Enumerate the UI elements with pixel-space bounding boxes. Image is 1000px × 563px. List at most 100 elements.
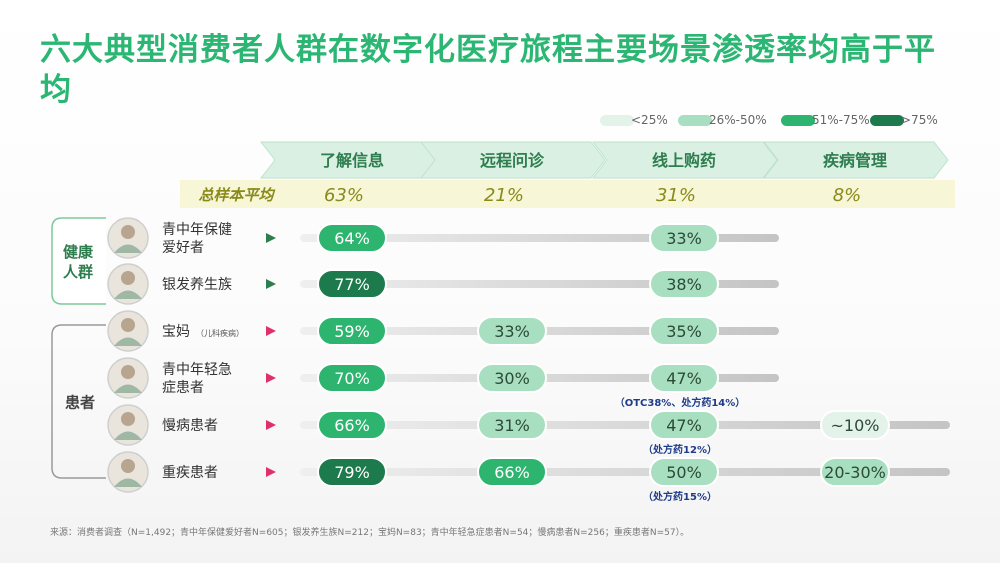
row-name: 青中年轻急 <box>162 362 232 378</box>
value-pill <box>649 410 719 440</box>
value-label: 33% <box>666 229 702 248</box>
value-pill <box>477 363 547 393</box>
column-header-chevron <box>762 141 949 179</box>
value-pill <box>649 316 719 346</box>
row-name: 爱好者 <box>162 240 204 256</box>
row-name-sub: （儿科疾病） <box>196 328 244 338</box>
legend-label: 26%-50% <box>709 113 767 127</box>
value-pill <box>317 223 387 253</box>
value-label: 64% <box>334 229 370 248</box>
value-note: （处方药15%） <box>643 490 717 503</box>
avatar-body <box>114 244 142 253</box>
value-label: ~10% <box>831 416 880 435</box>
avatar-body <box>114 431 142 440</box>
value-pill <box>317 363 387 393</box>
value-pill <box>477 316 547 346</box>
average-value: 63% <box>324 185 364 206</box>
avatar <box>107 263 149 305</box>
source-footnote: 来源：消费者调查（N=1,492；青中年保健爱好者N=605；银发养生族N=21… <box>50 528 690 538</box>
legend-swatch <box>781 115 815 126</box>
column-header-label: 线上购药 <box>652 151 716 170</box>
avatar-head <box>121 459 135 473</box>
value-pill <box>649 223 719 253</box>
row-connector-bar <box>300 421 950 429</box>
value-label: 59% <box>334 322 370 341</box>
value-label: 47% <box>666 416 702 435</box>
value-label: 33% <box>494 322 530 341</box>
legend-swatch <box>600 115 634 126</box>
value-pill <box>820 457 890 487</box>
value-pill <box>317 410 387 440</box>
value-label: 47% <box>666 369 702 388</box>
value-label: 30% <box>494 369 530 388</box>
average-row-label: 总样本平均 <box>198 186 275 204</box>
avatar-head <box>121 365 135 379</box>
row-arrow-marker <box>266 279 276 289</box>
legend-label: 51%-75% <box>812 113 870 127</box>
column-header-label: 远程问诊 <box>480 151 545 170</box>
avatar <box>107 310 149 352</box>
row-name: 重疾患者 <box>162 465 218 481</box>
column-header-label: 疾病管理 <box>823 151 887 170</box>
row-arrow-marker <box>266 420 276 430</box>
value-note: （处方药12%） <box>643 443 717 456</box>
row-arrow-marker <box>266 326 276 336</box>
avatar-head <box>121 412 135 426</box>
value-pill <box>477 410 547 440</box>
value-pill <box>649 457 719 487</box>
value-pill <box>477 457 547 487</box>
row-arrow-marker <box>266 467 276 477</box>
average-value: 31% <box>656 185 696 206</box>
healthy-group-bracket <box>51 217 106 305</box>
legend-swatch <box>870 115 904 126</box>
avatar-body <box>114 478 142 487</box>
row-arrow-marker <box>266 233 276 243</box>
value-label: 77% <box>334 275 370 294</box>
avatar-head <box>121 225 135 239</box>
patient-group-bracket <box>51 324 106 479</box>
row-name: 银发养生族 <box>162 277 232 293</box>
avatar-head <box>121 318 135 332</box>
average-value: 21% <box>484 185 524 206</box>
value-pill <box>317 316 387 346</box>
value-label: 38% <box>666 275 702 294</box>
row-name: 青中年保健 <box>162 222 232 238</box>
column-header-chevron <box>591 141 778 179</box>
value-pill <box>317 269 387 299</box>
legend-swatch <box>678 115 712 126</box>
average-row-band <box>180 180 955 208</box>
legend: <25% 26%-50% 51%-75% >75% <box>600 113 960 129</box>
page-title: 六大典型消费者人群在数字化医疗旅程主要场景渗透率均高于平均 <box>40 32 936 108</box>
row-name: 症患者 <box>162 380 204 396</box>
avatar <box>107 357 149 399</box>
avatar-body <box>114 337 142 346</box>
value-pill <box>649 363 719 393</box>
value-label: 31% <box>494 416 530 435</box>
row-name: 慢病患者 <box>162 417 218 434</box>
row-name: 宝妈 <box>162 324 190 340</box>
value-label: 66% <box>494 463 530 482</box>
legend-label: >75% <box>901 113 938 127</box>
row-connector-bar <box>300 468 950 476</box>
column-header-label: 了解信息 <box>320 151 384 170</box>
avatar-body <box>114 290 142 299</box>
avatar <box>107 404 149 446</box>
legend-label: <25% <box>631 113 668 127</box>
avatar <box>107 451 149 493</box>
value-pill <box>317 457 387 487</box>
value-label: 50% <box>666 463 702 482</box>
healthy-group-label: 人群 <box>63 263 93 281</box>
healthy-group-label: 健康 <box>63 243 94 261</box>
value-pill <box>820 410 890 440</box>
patient-group-label: 患者 <box>65 394 95 412</box>
value-label: 79% <box>334 463 370 482</box>
avatar <box>107 217 149 259</box>
row-arrow-marker <box>266 373 276 383</box>
average-value: 8% <box>833 185 862 206</box>
value-note: （OTC38%、处方药14%） <box>615 396 746 409</box>
value-label: 66% <box>334 416 370 435</box>
avatar-body <box>114 384 142 393</box>
value-label: 35% <box>666 322 702 341</box>
avatar-head <box>121 271 135 285</box>
